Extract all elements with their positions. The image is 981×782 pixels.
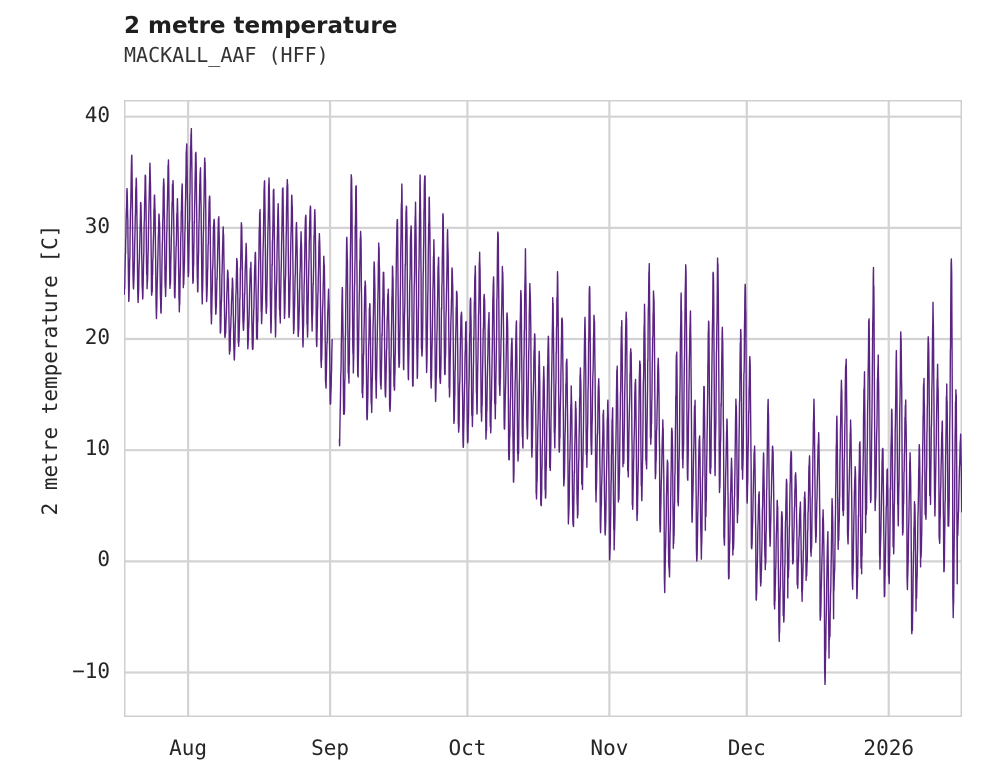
y-tick-label: 30	[84, 213, 110, 238]
x-tick-label: Nov	[590, 736, 629, 760]
page-title: 2 metre temperature	[124, 13, 398, 39]
y-tick-label: 40	[84, 102, 110, 127]
x-tick-label: Dec	[727, 736, 766, 760]
y-tick-label: 20	[84, 325, 110, 350]
x-tick-label: Sep	[311, 736, 350, 760]
y-tick-label: 0	[97, 547, 110, 572]
plot-canvas	[124, 100, 962, 717]
chart-subtitle: MACKALL_AAF (HFF)	[124, 43, 329, 67]
y-tick-label: −10	[72, 658, 110, 683]
y-axis-label: 2 metre temperature [C]	[38, 224, 62, 516]
x-tick-label: Aug	[169, 736, 208, 760]
plot-area	[124, 100, 962, 717]
series-layer	[124, 127, 962, 686]
title-block: 2 metre temperature MACKALL_AAF (HFF)	[124, 12, 964, 68]
y-tick-label: 10	[84, 436, 110, 461]
x-tick-label: 2026	[863, 736, 914, 760]
x-tick-label: Oct	[448, 736, 487, 760]
